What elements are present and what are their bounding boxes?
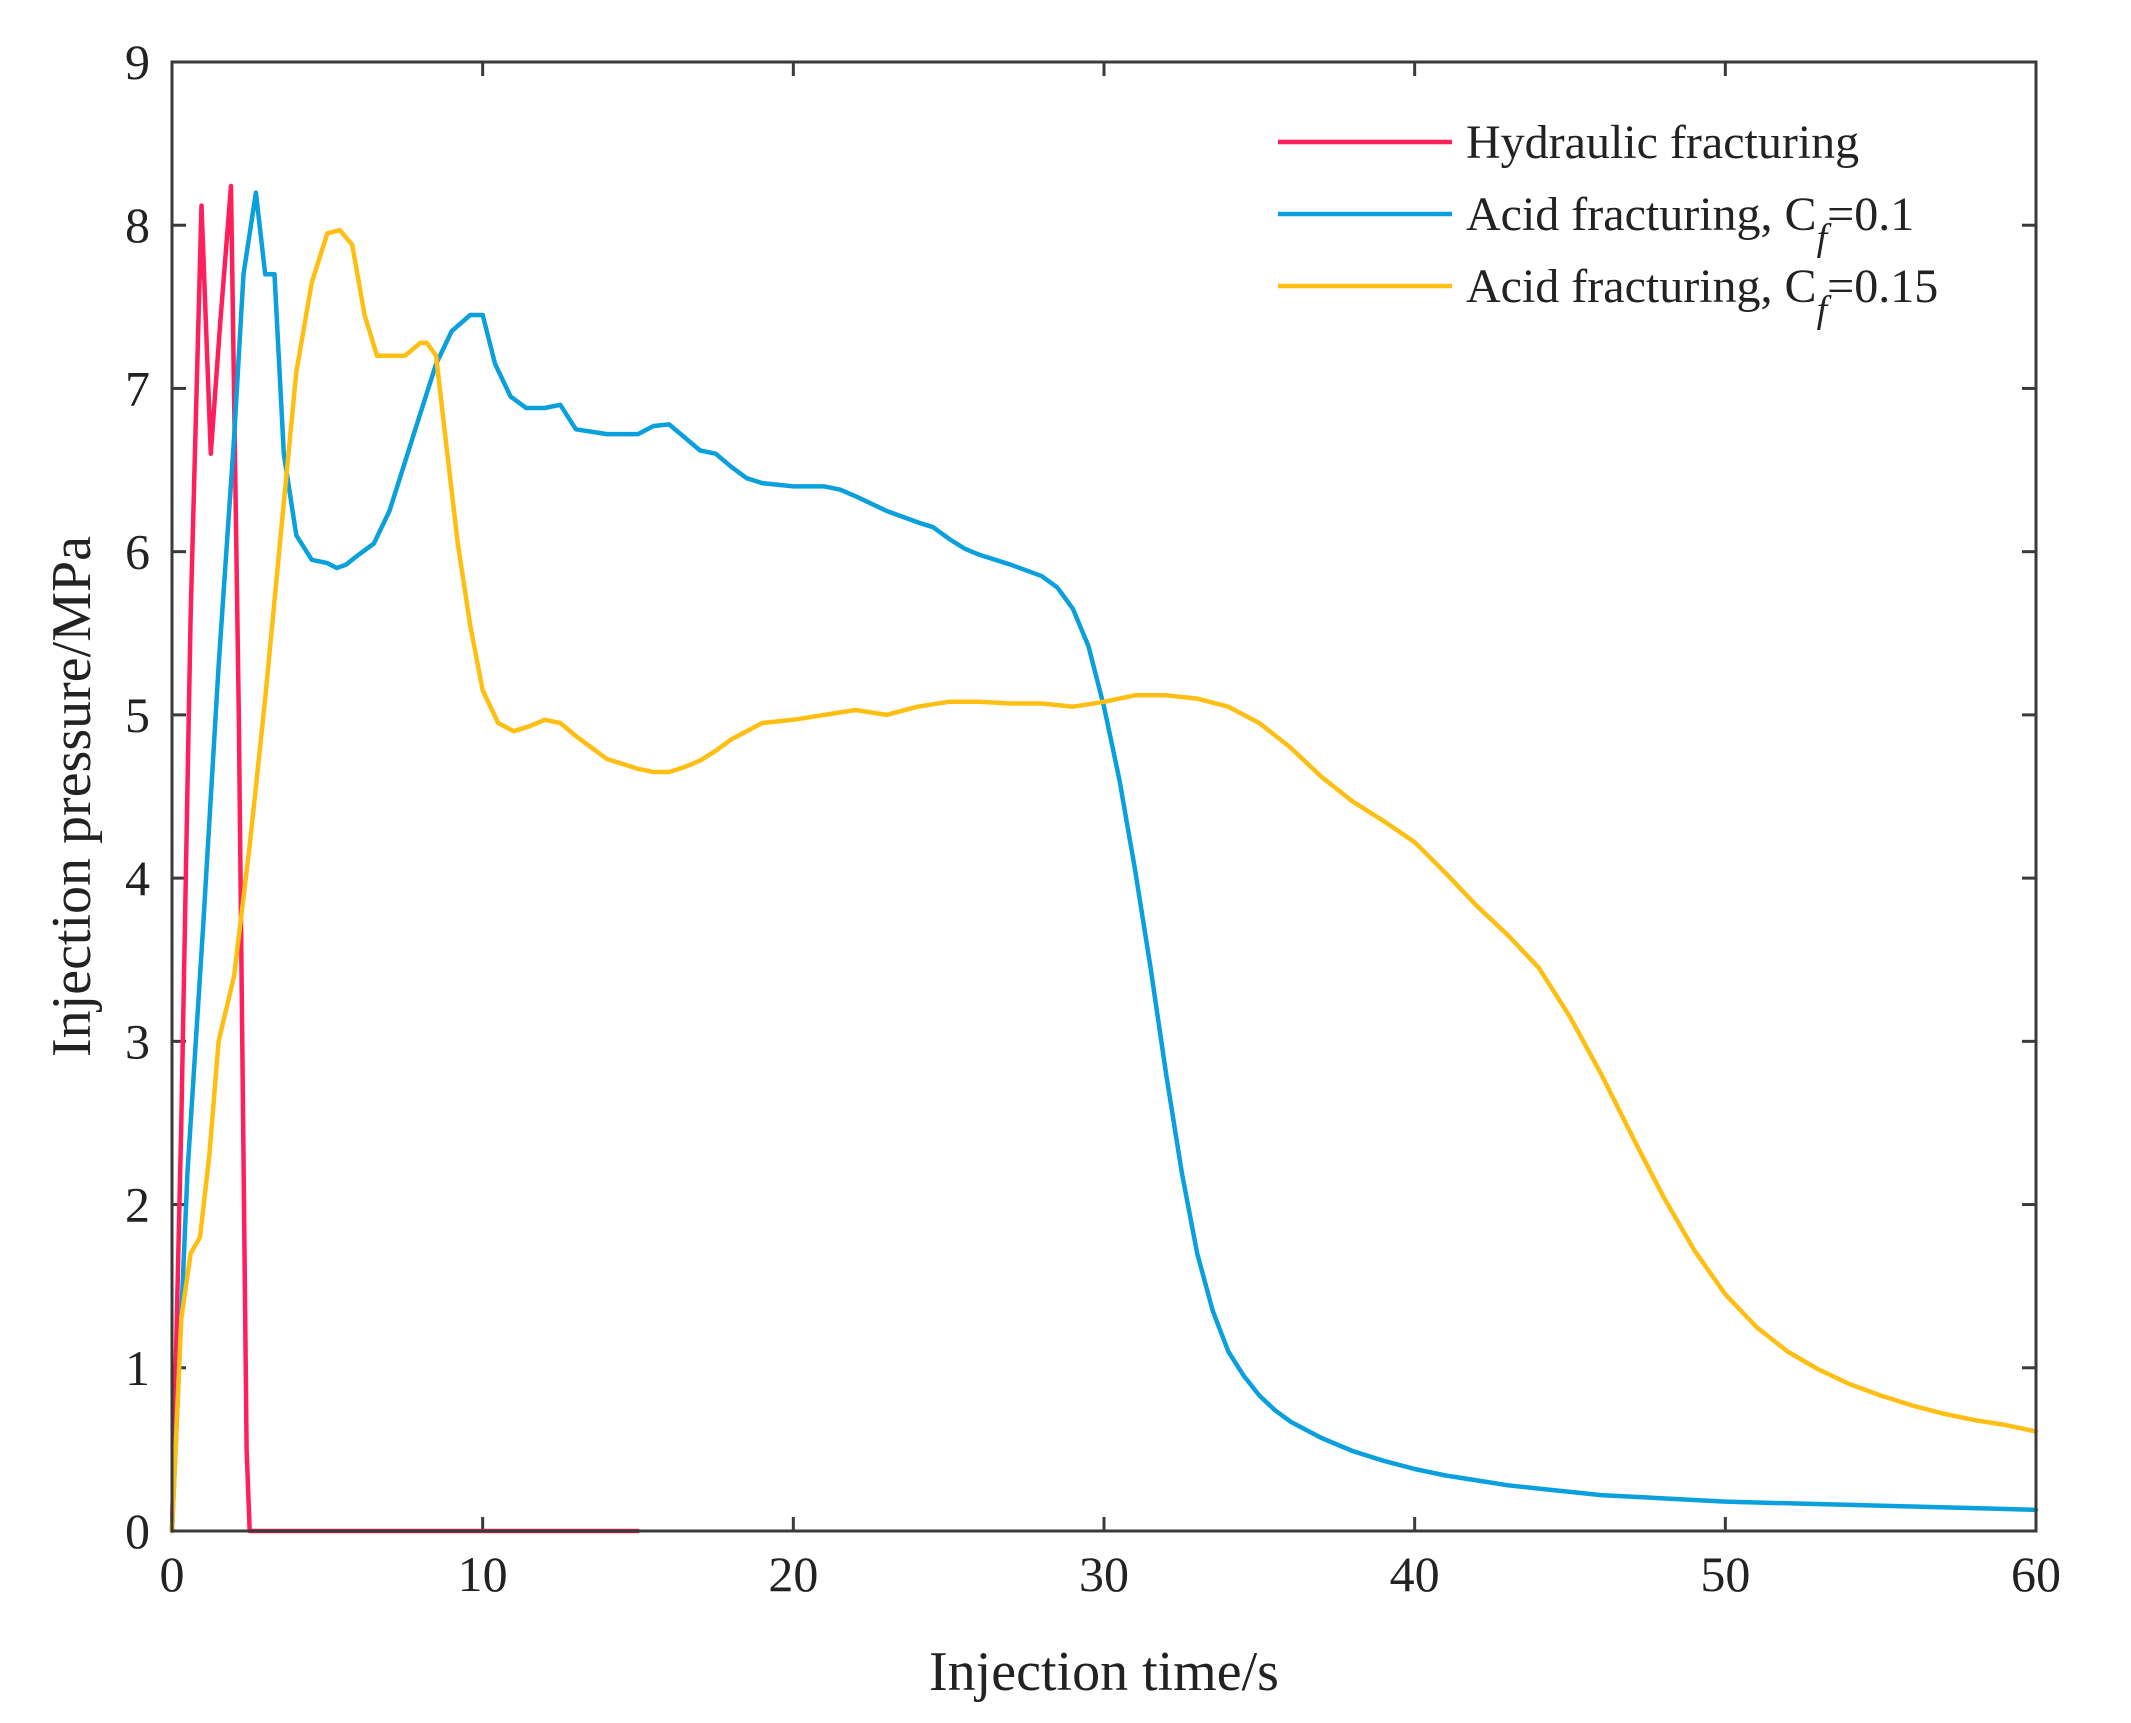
legend: Hydraulic fracturing Acid fracturing, Cf=…	[1278, 116, 1938, 331]
y-tick-label: 1	[125, 1340, 150, 1396]
x-tick-label: 20	[768, 1546, 818, 1602]
y-tick-label: 7	[125, 360, 150, 416]
legend-label-2: Acid fracturing, Cf=0.15	[1466, 260, 1938, 331]
legend-label-suffix: =0.15	[1827, 260, 1938, 313]
legend-label-1: Acid fracturing, Cf=0.1	[1466, 188, 1914, 259]
x-tick-label: 30	[1079, 1546, 1129, 1602]
series-line-0	[169, 183, 641, 1534]
plot-frame	[170, 60, 2038, 1533]
y-tick-label: 0	[125, 1503, 150, 1559]
legend-label-suffix: =0.1	[1827, 188, 1914, 241]
x-tick-label: 50	[1700, 1546, 1750, 1602]
y-tick-label: 8	[125, 197, 150, 253]
x-tick-label: 10	[458, 1546, 508, 1602]
y-tick-label: 5	[125, 687, 150, 743]
legend-label-0: Hydraulic fracturing	[1466, 116, 1859, 169]
legend-label-text: Hydraulic fracturing	[1466, 116, 1859, 169]
series-lines	[169, 183, 2039, 1534]
y-axis-title: Injection pressure/MPa	[41, 536, 103, 1057]
y-tick-label: 6	[125, 524, 150, 580]
x-tick-label: 60	[2011, 1546, 2061, 1602]
series-line-1	[169, 190, 2039, 1534]
y-tick-label: 3	[125, 1013, 150, 1069]
x-tick-label: 40	[1390, 1546, 1440, 1602]
x-tick-label: 0	[160, 1546, 185, 1602]
y-tick-label: 4	[125, 850, 150, 906]
series-line-2	[169, 227, 2039, 1534]
legend-label-text: Acid fracturing, C	[1466, 260, 1817, 313]
y-tick-label: 2	[125, 1177, 150, 1233]
ticks-layer: 0 10 20 30 40 50 60 0 1 2 3 4 5 6 7 8 9	[125, 34, 2061, 1602]
x-axis-title: Injection time/s	[929, 1641, 1279, 1703]
y-tick-label: 9	[125, 34, 150, 90]
legend-label-text: Acid fracturing, C	[1466, 188, 1817, 241]
